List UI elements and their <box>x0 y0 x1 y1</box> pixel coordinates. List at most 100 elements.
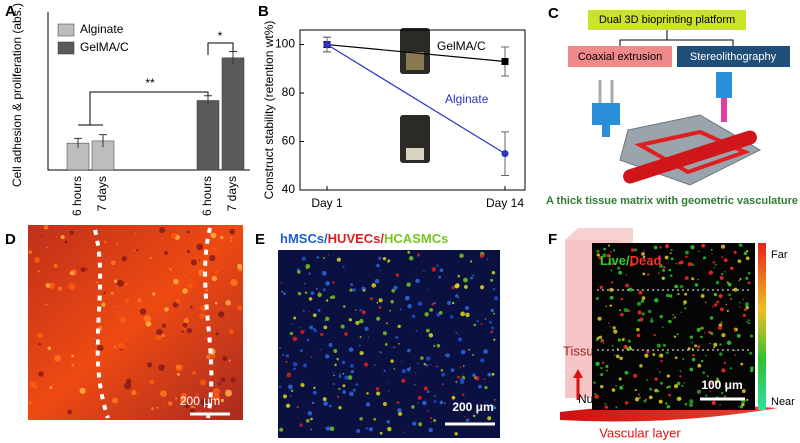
image-speck <box>473 376 477 380</box>
scale-bar-label: 100 μm <box>701 378 742 392</box>
image-speck <box>668 268 672 272</box>
method-label: Stereolithography <box>690 51 777 63</box>
image-speck <box>192 371 196 375</box>
image-speck <box>342 390 347 394</box>
image-speck <box>728 293 731 297</box>
image-speck <box>215 332 219 336</box>
image-speck <box>709 390 712 393</box>
scale-bar-label: 200 μm <box>180 394 220 408</box>
image-speck <box>683 382 686 384</box>
image-speck <box>35 386 37 389</box>
image-speck <box>333 349 338 353</box>
image-speck <box>454 283 460 289</box>
stain: HCASMCs <box>384 231 448 246</box>
image-speck <box>323 257 325 259</box>
image-speck <box>189 408 196 414</box>
connector <box>619 30 734 46</box>
image-speck <box>711 252 713 255</box>
image-speck <box>382 402 387 406</box>
image-speck <box>376 263 380 268</box>
image-speck <box>312 327 316 331</box>
image-speck <box>490 330 493 334</box>
image-speck <box>147 362 153 368</box>
image-speck <box>152 292 156 296</box>
image-speck <box>612 326 616 330</box>
image-speck <box>453 392 455 395</box>
image-speck <box>115 243 119 246</box>
legend-label: Alginate <box>80 22 124 36</box>
image-speck <box>652 353 656 356</box>
image-speck <box>684 402 688 406</box>
image-speck <box>750 334 754 338</box>
image-speck <box>355 383 359 387</box>
image-speck <box>304 291 308 295</box>
image-speck <box>407 251 410 254</box>
image-speck <box>425 363 429 367</box>
image-speck <box>604 402 607 405</box>
image-speck <box>205 289 208 292</box>
image-speck <box>407 348 411 353</box>
image-speck <box>397 408 402 413</box>
image-speck <box>613 329 618 334</box>
image-speck <box>660 359 663 363</box>
image-speck <box>673 335 677 338</box>
image-speck <box>726 340 732 346</box>
image-speck <box>310 428 313 431</box>
image-speck <box>416 253 421 257</box>
image-speck <box>451 286 455 290</box>
image-speck <box>472 373 476 377</box>
image-speck <box>212 387 220 396</box>
light-beam <box>721 98 727 122</box>
image-speck <box>664 244 670 249</box>
image-speck <box>750 366 754 370</box>
image-speck <box>689 399 694 404</box>
image-speck <box>451 395 456 400</box>
image-speck <box>493 296 499 301</box>
image-speck <box>159 227 166 234</box>
image-speck <box>739 278 742 281</box>
image-speck <box>415 371 417 374</box>
image-speck <box>420 356 424 360</box>
image-speck <box>329 426 335 432</box>
image-speck <box>459 253 464 259</box>
image-speck <box>436 365 439 368</box>
image-speck <box>431 302 435 306</box>
stain: HUVECs/ <box>328 231 385 246</box>
image-speck <box>594 394 599 399</box>
image-speck <box>324 319 326 322</box>
image-speck <box>714 380 719 384</box>
image-speck <box>417 402 419 404</box>
image-speck <box>746 398 749 402</box>
image-speck <box>161 323 166 328</box>
image-speck <box>646 378 649 381</box>
image-speck <box>286 372 292 378</box>
image-speck <box>679 370 682 372</box>
micrograph <box>28 225 243 420</box>
image-speck <box>452 301 455 305</box>
image-speck <box>486 258 489 260</box>
image-speck <box>323 401 328 406</box>
image-speck <box>110 291 114 296</box>
image-speck <box>349 288 353 292</box>
marker <box>501 58 509 66</box>
image-speck <box>186 249 191 254</box>
image-speck <box>734 354 737 356</box>
image-speck <box>491 372 495 376</box>
image-speck <box>316 256 320 259</box>
image-speck <box>321 270 327 276</box>
image-speck <box>721 368 726 373</box>
image-speck <box>639 364 643 368</box>
image-speck <box>180 255 183 258</box>
image-speck <box>704 332 706 334</box>
image-speck <box>136 249 139 252</box>
image-speck <box>322 288 326 291</box>
x-tick-label: 7 days <box>225 176 239 211</box>
image-speck <box>348 347 354 352</box>
image-speck <box>352 388 356 392</box>
image-speck <box>608 322 610 324</box>
image-speck <box>603 342 605 345</box>
image-speck <box>336 357 340 361</box>
image-speck <box>49 386 53 389</box>
image-speck <box>605 369 609 372</box>
